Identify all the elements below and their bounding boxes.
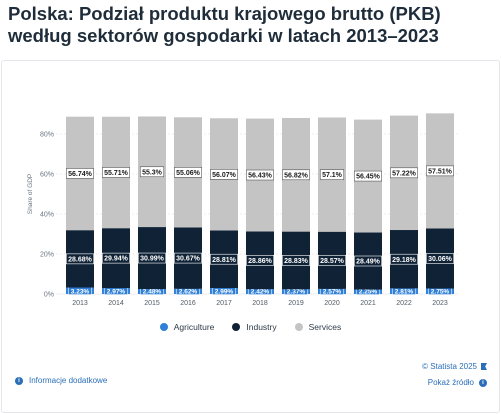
- x-tick-label: 2016: [180, 300, 196, 307]
- svg-text:2.57%: 2.57%: [323, 288, 342, 295]
- data-label-services-2017: 56.07%: [210, 169, 239, 180]
- data-label-industry-2021: 28.49%: [353, 255, 382, 267]
- x-tick-label: 2015: [144, 300, 160, 307]
- svg-text:29.18%: 29.18%: [392, 257, 417, 264]
- data-label-services-2016: 55.06%: [174, 167, 203, 178]
- x-tick-label: 2022: [396, 300, 412, 307]
- legend-item-industry[interactable]: Industry: [232, 322, 277, 332]
- show-source-link[interactable]: Pokaż źródło i: [428, 378, 487, 387]
- legend-item-agriculture[interactable]: Agriculture: [159, 322, 215, 332]
- svg-text:57.1%: 57.1%: [322, 172, 343, 179]
- svg-text:28.83%: 28.83%: [284, 258, 309, 265]
- data-label-industry-2023: 30.06%: [425, 253, 454, 264]
- y-tick-label: 40%: [40, 212, 54, 219]
- data-label-agriculture-2013: 3.23%: [67, 286, 93, 295]
- svg-text:2.99%: 2.99%: [215, 288, 234, 295]
- x-tick-label: 2013: [72, 300, 88, 307]
- legend-swatch-industry: [232, 323, 241, 331]
- additional-info-link[interactable]: i Informacje dodatkowe: [15, 376, 107, 385]
- svg-text:55.06%: 55.06%: [176, 170, 201, 177]
- svg-text:56.07%: 56.07%: [212, 172, 237, 179]
- svg-text:2.97%: 2.97%: [107, 288, 126, 295]
- data-label-industry-2017: 28.81%: [210, 253, 239, 265]
- x-tick-label: 2020: [324, 300, 340, 307]
- chart-legend: Agriculture Industry Services: [0, 322, 501, 332]
- data-label-industry-2016: 30.67%: [174, 252, 203, 264]
- data-label-industry-2015: 30.99%: [138, 252, 167, 264]
- y-tick-label: 60%: [40, 172, 54, 179]
- svg-text:28.81%: 28.81%: [212, 257, 237, 264]
- svg-text:29.94%: 29.94%: [104, 256, 129, 263]
- svg-text:57.51%: 57.51%: [428, 168, 453, 175]
- svg-text:30.06%: 30.06%: [428, 256, 453, 263]
- show-source-label: Pokaż źródło: [427, 378, 474, 387]
- svg-text:2.75%: 2.75%: [431, 288, 450, 295]
- source-info-icon: i: [479, 378, 487, 387]
- svg-text:56.45%: 56.45%: [356, 174, 381, 181]
- svg-text:28.57%: 28.57%: [320, 258, 345, 265]
- svg-text:2.25%: 2.25%: [359, 288, 378, 295]
- svg-text:30.67%: 30.67%: [176, 256, 201, 263]
- svg-text:2.48%: 2.48%: [143, 288, 162, 295]
- svg-text:55.71%: 55.71%: [104, 170, 129, 177]
- stacked-bar-chart: 0% 20% 40% 60% 80% Share of GDP 3.23% 28.68% 5…: [27, 113, 458, 307]
- data-label-services-2021: 56.45%: [353, 170, 382, 182]
- legend-label-industry: Industry: [246, 322, 277, 332]
- credit-text: © Statista 2025: [422, 362, 477, 371]
- legend-swatch-services: [294, 323, 303, 331]
- data-label-services-2022: 57.22%: [389, 167, 418, 179]
- data-label-services-2015: 55.3%: [139, 166, 165, 178]
- data-label-industry-2022: 29.18%: [389, 253, 418, 265]
- svg-text:2.42%: 2.42%: [251, 288, 270, 295]
- svg-text:3.23%: 3.23%: [71, 288, 90, 295]
- y-tick-label: 80%: [40, 132, 54, 139]
- legend-item-services[interactable]: Services: [294, 322, 342, 332]
- svg-text:55.3%: 55.3%: [142, 169, 163, 176]
- additional-info-label: Informacje dodatkowe: [29, 376, 108, 385]
- y-axis-label: Share of GDP: [27, 174, 34, 214]
- svg-text:28.86%: 28.86%: [248, 258, 273, 265]
- legend-label-agriculture: Agriculture: [173, 322, 215, 332]
- data-label-industry-2018: 28.86%: [246, 255, 275, 266]
- x-tick-label: 2019: [288, 300, 304, 307]
- y-tick-label: 20%: [40, 252, 54, 259]
- data-label-industry-2013: 28.68%: [66, 253, 95, 265]
- data-label-services-2023: 57.51%: [425, 165, 454, 177]
- svg-text:56.74%: 56.74%: [68, 171, 93, 178]
- page-title: Polska: Podział produktu krajowego brutt…: [8, 3, 441, 46]
- svg-text:28.49%: 28.49%: [356, 259, 381, 266]
- svg-text:56.82%: 56.82%: [284, 172, 309, 179]
- svg-text:56.43%: 56.43%: [248, 173, 273, 180]
- data-label-services-2019: 56.82%: [281, 169, 310, 181]
- x-tick-label: 2023: [432, 300, 448, 307]
- x-tick-label: 2018: [252, 300, 268, 307]
- data-label-services-2014: 55.71%: [102, 167, 131, 178]
- flag-icon: [481, 363, 487, 370]
- statista-credit-link[interactable]: © Statista 2025: [422, 362, 487, 371]
- x-tick-label: 2017: [216, 300, 232, 307]
- y-tick-label: 0%: [44, 292, 54, 299]
- svg-text:2.62%: 2.62%: [179, 288, 198, 295]
- svg-text:28.68%: 28.68%: [68, 256, 93, 263]
- data-label-services-2018: 56.43%: [246, 169, 275, 181]
- legend-swatch-agriculture: [159, 323, 168, 331]
- svg-text:57.22%: 57.22%: [392, 170, 417, 177]
- data-label-services-2020: 57.1%: [319, 169, 345, 180]
- data-label-industry-2020: 28.57%: [317, 254, 346, 266]
- x-tick-label: 2021: [360, 300, 376, 307]
- data-label-industry-2019: 28.83%: [281, 255, 310, 266]
- x-tick-label: 2014: [108, 300, 124, 307]
- legend-label-services: Services: [308, 322, 342, 332]
- data-label-services-2013: 56.74%: [66, 168, 95, 179]
- svg-text:2.37%: 2.37%: [287, 288, 306, 295]
- svg-text:30.99%: 30.99%: [140, 256, 165, 263]
- svg-text:2.81%: 2.81%: [395, 288, 414, 295]
- info-icon: i: [15, 376, 23, 385]
- data-label-industry-2014: 29.94%: [102, 252, 131, 264]
